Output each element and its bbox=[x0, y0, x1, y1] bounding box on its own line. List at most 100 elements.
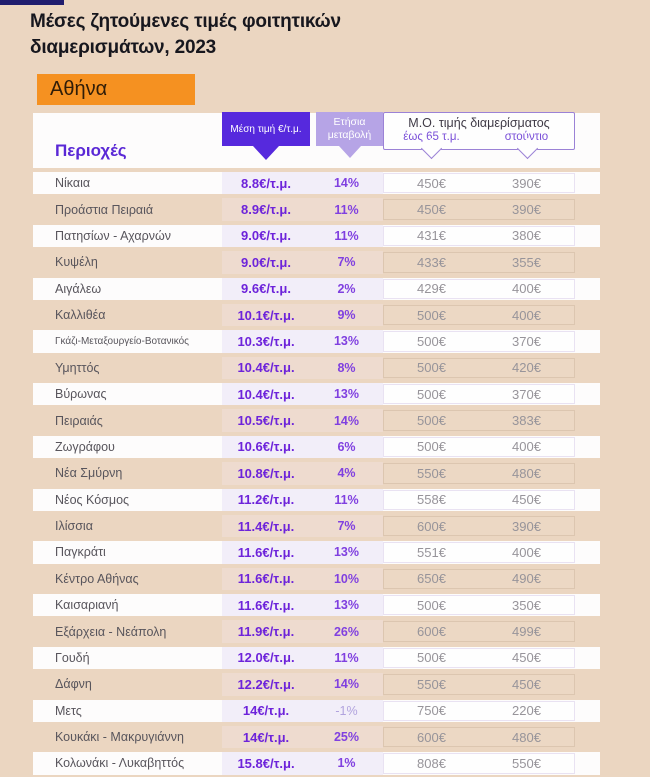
column-header-areas: Περιοχές bbox=[55, 141, 127, 160]
avg-price-box: 500€ 400€ bbox=[383, 304, 575, 326]
avg-price-upto65-value: 551€ bbox=[417, 544, 446, 560]
avg-price-box: 551€ 400€ bbox=[383, 542, 575, 563]
avg-price-box: 550€ 450€ bbox=[383, 674, 575, 695]
avg-price-studio-value: 490€ bbox=[512, 571, 541, 587]
avg-price-studio-value: 550€ bbox=[512, 755, 541, 771]
avg-price-studio-value: 420€ bbox=[512, 360, 541, 376]
table-rows: Νίκαια 8.8€/τ.μ. 14% 450€ 390€ Προάστια … bbox=[33, 170, 600, 777]
avg-price-upto65-value: 750€ bbox=[417, 703, 446, 719]
area-name: Κολωνάκι - Λυκαβηττός bbox=[55, 756, 185, 771]
avg-price-box: 550€ 480€ bbox=[383, 463, 575, 484]
annual-change-value: 11% bbox=[334, 492, 359, 507]
table-row: Μετς 14€/τ.μ. -1% 750€ 220€ bbox=[33, 698, 600, 724]
area-name: Ζωγράφου bbox=[55, 439, 115, 454]
avg-price-upto65-value: 429€ bbox=[417, 281, 446, 297]
avg-price-upto65-value: 500€ bbox=[417, 307, 446, 323]
annual-change-value: 14% bbox=[333, 413, 360, 428]
price-per-sqm-value: 9.0€/τ.μ. bbox=[241, 228, 291, 244]
price-per-sqm-value: 11.6€/τ.μ. bbox=[237, 544, 295, 560]
avg-price-upto65-value: 500€ bbox=[417, 650, 446, 666]
avg-price-studio-value: 480€ bbox=[512, 465, 541, 481]
area-name: Κυψέλη bbox=[55, 255, 98, 270]
avg-price-upto65-value: 650€ bbox=[417, 571, 446, 587]
avg-price-upto65-value: 550€ bbox=[417, 676, 446, 692]
price-change-band: 9.0€/τ.μ. 11% bbox=[222, 224, 383, 248]
table-row: Υμηττός 10.4€/τ.μ. 8% 500€ 420€ bbox=[33, 355, 600, 381]
price-change-band: 15.8€/τ.μ. 1% bbox=[222, 752, 383, 775]
price-change-band: 10.5€/τ.μ. 14% bbox=[222, 409, 383, 432]
area-name: Υμηττός bbox=[55, 360, 100, 375]
table-row: Εξάρχεια - Νεάπολη 11.9€/τ.μ. 26% 600€ 4… bbox=[33, 618, 600, 644]
avg-price-upto65-value: 550€ bbox=[417, 465, 446, 481]
avg-price-studio-value: 400€ bbox=[512, 439, 541, 455]
annual-change-value: 11% bbox=[334, 228, 359, 243]
annual-change-value: 14% bbox=[333, 176, 360, 191]
avg-price-studio-value: 370€ bbox=[512, 333, 541, 349]
avg-price-box: 500€ 350€ bbox=[383, 595, 575, 616]
table-row: Ζωγράφου 10.6€/τ.μ. 6% 500€ 400€ bbox=[33, 434, 600, 460]
price-per-sqm-value: 12.2€/τ.μ. bbox=[237, 676, 295, 692]
area-name: Ιλίσσια bbox=[55, 519, 93, 534]
avg-price-box: 500€ 420€ bbox=[383, 357, 575, 378]
annual-change-value: 13% bbox=[333, 598, 360, 613]
annual-change-value: 8% bbox=[337, 360, 356, 375]
avg-price-studio-value: 390€ bbox=[512, 175, 541, 191]
annual-change-value: 11% bbox=[334, 650, 359, 665]
avg-price-upto65-value: 450€ bbox=[417, 202, 446, 218]
annual-change-line1: Ετήσια bbox=[333, 115, 366, 128]
column-header-avg-apartment-price: Μ.Ο. τιμής διαμερίσματος έως 65 τ.μ. στο… bbox=[383, 112, 575, 150]
annual-change-value: 2% bbox=[337, 281, 356, 296]
price-per-sqm-value: 11.2€/τ.μ. bbox=[237, 492, 295, 508]
area-name: Δάφνη bbox=[55, 677, 92, 692]
price-change-band: 11.6€/τ.μ. 13% bbox=[222, 594, 383, 617]
page-title: Μέσες ζητούμενες τιμές φοιτητικών διαμερ… bbox=[30, 9, 341, 61]
avg-price-upto65-value: 558€ bbox=[417, 492, 446, 508]
avg-price-upto65-value: 450€ bbox=[417, 175, 446, 191]
avg-price-studio-value: 383€ bbox=[512, 413, 541, 429]
table-header: Περιοχές Μέση τιμή €/τ.μ. Ετήσια μεταβολ… bbox=[33, 112, 600, 168]
annual-change-value: 26% bbox=[333, 624, 360, 639]
area-name: Γκάζι-Μεταξουργείο-Βοτανικός bbox=[55, 335, 189, 347]
annual-change-value: 13% bbox=[333, 387, 360, 402]
annual-change-value: 6% bbox=[337, 439, 356, 454]
avg-price-box: 450€ 390€ bbox=[383, 173, 575, 194]
table-row: Παγκράτι 11.6€/τ.μ. 13% 551€ 400€ bbox=[33, 539, 600, 565]
pointer-down-icon bbox=[253, 146, 279, 160]
price-change-band: 14€/τ.μ. -1% bbox=[222, 699, 383, 722]
area-name: Βύρωνας bbox=[55, 387, 107, 402]
annual-change-value: 7% bbox=[337, 255, 356, 270]
annual-change-value: 1% bbox=[337, 756, 356, 771]
area-name: Καισαριανή bbox=[55, 598, 119, 613]
price-change-band: 11.2€/τ.μ. 11% bbox=[222, 488, 383, 511]
avg-price-subheaders: έως 65 τ.μ. στούντιο bbox=[384, 131, 574, 143]
area-name: Προάστια Πειραιά bbox=[55, 202, 154, 217]
price-per-sqm-value: 9.0€/τ.μ. bbox=[241, 254, 291, 270]
navy-top-bar bbox=[0, 0, 64, 5]
avg-price-studio-value: 450€ bbox=[512, 676, 541, 692]
price-change-band: 11.9€/τ.μ. 26% bbox=[222, 620, 383, 643]
price-per-sqm-value: 14€/τ.μ. bbox=[242, 729, 290, 745]
annual-change-value: 7% bbox=[337, 519, 356, 534]
avg-price-box: 431€ 380€ bbox=[383, 225, 575, 247]
avg-price-upto65-value: 600€ bbox=[417, 518, 446, 534]
avg-price-box: 808€ 550€ bbox=[383, 753, 575, 774]
avg-price-studio-value: 400€ bbox=[512, 307, 541, 323]
table-row: Κυψέλη 9.0€/τ.μ. 7% 433€ 355€ bbox=[33, 249, 600, 275]
price-change-band: 10.4€/τ.μ. 13% bbox=[222, 383, 383, 406]
avg-price-studio-value: 220€ bbox=[512, 703, 541, 719]
avg-price-studio-value: 390€ bbox=[512, 202, 541, 218]
avg-price-studio-value: 380€ bbox=[512, 228, 541, 244]
pointer-down-icon bbox=[339, 146, 361, 158]
price-per-sqm-value: 11.6€/τ.μ. bbox=[237, 571, 295, 587]
avg-price-box: 750€ 220€ bbox=[383, 700, 575, 721]
area-name: Νέος Κόσμος bbox=[55, 492, 130, 507]
area-name: Πειραιάς bbox=[55, 413, 103, 428]
annual-change-value: 4% bbox=[337, 466, 356, 481]
table-row: Βύρωνας 10.4€/τ.μ. 13% 500€ 370€ bbox=[33, 381, 600, 407]
price-per-sqm-value: 14€/τ.μ. bbox=[242, 703, 290, 719]
price-per-sqm-value: 10.3€/τ.μ. bbox=[237, 333, 295, 349]
avg-price-box: 429€ 400€ bbox=[383, 278, 575, 299]
avg-price-title: Μ.Ο. τιμής διαμερίσματος bbox=[408, 116, 550, 130]
price-change-band: 12.0€/τ.μ. 11% bbox=[222, 646, 383, 670]
